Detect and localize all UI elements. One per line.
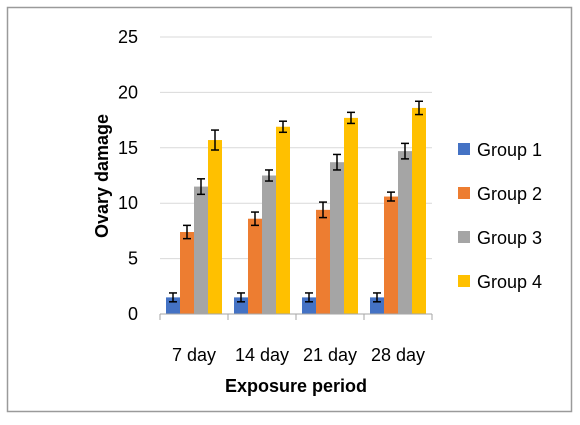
y-axis-ticks: 0 5 10 15 20 25 bbox=[118, 27, 138, 324]
bar bbox=[262, 175, 276, 314]
bars bbox=[166, 107, 426, 314]
x-axis-ticks: 7 day 14 day 21 day 28 day bbox=[159, 314, 433, 365]
y-tick-label: 5 bbox=[128, 249, 138, 269]
error-bar bbox=[265, 169, 273, 182]
y-tick-label: 10 bbox=[118, 193, 138, 213]
x-axis-title: Exposure period bbox=[225, 376, 367, 396]
bar bbox=[208, 140, 222, 314]
y-tick-label: 25 bbox=[118, 27, 138, 47]
error-bar bbox=[197, 178, 205, 196]
legend-label: Group 4 bbox=[477, 272, 542, 292]
error-bar bbox=[387, 191, 395, 202]
x-tick-label: 28 day bbox=[371, 345, 425, 365]
error-bar bbox=[169, 292, 177, 303]
bar bbox=[412, 107, 426, 314]
x-tick-label: 21 day bbox=[303, 345, 357, 365]
x-tick-label: 14 day bbox=[235, 345, 289, 365]
legend-swatch bbox=[458, 231, 470, 243]
error-bars bbox=[169, 100, 423, 303]
legend: Group 1 Group 2 Group 3 Group 4 bbox=[458, 140, 542, 292]
legend-label: Group 1 bbox=[477, 140, 542, 160]
x-tick-label: 7 day bbox=[172, 345, 216, 365]
error-bar bbox=[333, 153, 341, 171]
bar bbox=[330, 162, 344, 314]
legend-item: Group 2 bbox=[458, 184, 542, 204]
error-bar bbox=[251, 211, 259, 227]
y-axis-title: Ovary damage bbox=[92, 114, 112, 238]
error-bar bbox=[237, 292, 245, 303]
legend-swatch bbox=[458, 275, 470, 287]
error-bar bbox=[415, 100, 423, 116]
error-bar bbox=[211, 129, 219, 151]
bar bbox=[194, 186, 208, 314]
error-bar bbox=[319, 201, 327, 219]
error-bar bbox=[401, 142, 409, 160]
legend-item: Group 3 bbox=[458, 228, 542, 248]
error-bar bbox=[305, 292, 313, 303]
error-bar bbox=[279, 120, 287, 134]
bar bbox=[276, 126, 290, 314]
legend-swatch bbox=[458, 143, 470, 155]
legend-item: Group 1 bbox=[458, 140, 542, 160]
bar bbox=[316, 209, 330, 314]
bar bbox=[398, 151, 412, 314]
y-tick-label: 0 bbox=[128, 304, 138, 324]
bar bbox=[344, 117, 358, 314]
error-bar bbox=[347, 111, 355, 125]
y-tick-label: 20 bbox=[118, 82, 138, 102]
y-tick-label: 15 bbox=[118, 138, 138, 158]
error-bar bbox=[373, 292, 381, 303]
legend-label: Group 2 bbox=[477, 184, 542, 204]
error-bar bbox=[183, 224, 191, 240]
bar bbox=[384, 196, 398, 314]
legend-label: Group 3 bbox=[477, 228, 542, 248]
legend-swatch bbox=[458, 187, 470, 199]
bar bbox=[180, 232, 194, 314]
legend-item: Group 4 bbox=[458, 272, 542, 292]
bar bbox=[248, 218, 262, 314]
